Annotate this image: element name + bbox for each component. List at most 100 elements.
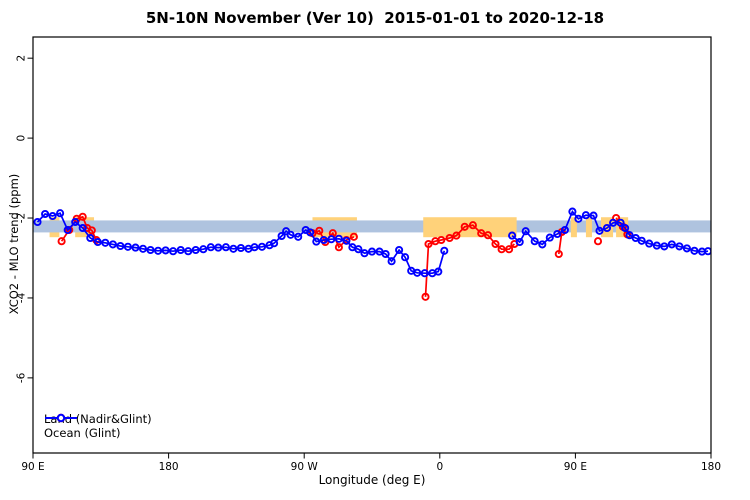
land-data-point bbox=[315, 226, 324, 235]
legend-label-ocean: Ocean (Glint) bbox=[44, 426, 121, 440]
ocean-data-point bbox=[257, 242, 267, 251]
y-tick-label: -4 bbox=[16, 292, 28, 303]
ocean-data-point bbox=[667, 240, 676, 249]
ocean-data-point bbox=[270, 239, 279, 248]
ocean-data-point bbox=[138, 244, 148, 253]
ocean-data-point bbox=[33, 217, 42, 227]
ocean-data-point bbox=[354, 245, 363, 254]
ocean-data-point bbox=[199, 245, 208, 254]
ocean-data-point bbox=[545, 233, 554, 242]
ocean-data-point bbox=[440, 246, 449, 255]
ocean-data-point bbox=[334, 234, 343, 243]
ocean-data-point bbox=[56, 209, 65, 218]
ocean-data-point bbox=[581, 211, 590, 220]
ocean-data-point bbox=[86, 233, 95, 243]
ocean-data-point bbox=[93, 237, 102, 247]
ocean-data-point bbox=[184, 247, 193, 256]
ocean-data-point bbox=[568, 207, 577, 216]
land-sigma-band bbox=[570, 217, 577, 238]
ocean-data-point bbox=[41, 209, 50, 219]
land-data-point bbox=[424, 239, 433, 249]
ocean-data-point bbox=[637, 236, 646, 245]
ocean-data-point bbox=[660, 242, 669, 251]
ocean-data-point bbox=[108, 240, 117, 249]
ocean-data-point bbox=[515, 237, 524, 247]
ocean-data-point bbox=[286, 230, 295, 239]
ocean-data-point bbox=[401, 253, 410, 262]
x-tick-label: 0 bbox=[436, 461, 443, 473]
ocean-data-point bbox=[395, 245, 404, 255]
ocean-data-point bbox=[294, 232, 303, 241]
land-data-point bbox=[460, 222, 469, 231]
ocean-data-point bbox=[508, 231, 517, 240]
ocean-data-point bbox=[602, 223, 612, 233]
land-data-point bbox=[554, 249, 563, 259]
ocean-data-point bbox=[277, 231, 286, 241]
ocean-data-point bbox=[595, 226, 604, 235]
ocean-data-point bbox=[78, 223, 87, 233]
y-tick-label: 2 bbox=[16, 55, 28, 62]
ocean-data-point bbox=[703, 247, 711, 256]
ocean-data-point bbox=[312, 237, 321, 246]
ocean-data-point bbox=[387, 257, 396, 266]
x-tick-label: 90 W bbox=[291, 461, 319, 473]
ocean-data-point bbox=[652, 241, 661, 250]
ocean-data-point bbox=[538, 240, 547, 249]
ocean-data-point bbox=[169, 247, 178, 256]
ocean-data-point bbox=[645, 239, 654, 248]
land-data-point bbox=[445, 233, 454, 243]
ocean-data-point bbox=[420, 269, 429, 278]
ocean-data-point bbox=[319, 235, 328, 245]
ocean-data-point bbox=[146, 245, 155, 255]
ocean-data-point bbox=[123, 242, 132, 251]
ocean-data-point bbox=[206, 243, 215, 252]
ocean-data-point bbox=[236, 243, 245, 253]
y-tick-label: 0 bbox=[16, 135, 28, 142]
ocean-data-point bbox=[530, 237, 539, 246]
ocean-data-point bbox=[609, 218, 618, 227]
ocean-data-point bbox=[434, 267, 443, 276]
land-data-point bbox=[483, 231, 493, 240]
ocean-data-point bbox=[413, 268, 422, 277]
land-data-point bbox=[421, 292, 430, 301]
ocean-data-point bbox=[690, 246, 699, 255]
ocean-data-point bbox=[221, 243, 230, 252]
ocean-data-point bbox=[214, 243, 223, 252]
ocean-data-point bbox=[161, 246, 170, 255]
land-data-point bbox=[57, 237, 66, 246]
y-tick-label: -2 bbox=[16, 213, 28, 223]
legend-row-ocean: Ocean (Glint) bbox=[44, 413, 152, 440]
ocean-data-point bbox=[71, 217, 80, 227]
y-tick-label: -6 bbox=[16, 372, 28, 383]
ocean-data-point bbox=[48, 211, 57, 221]
land-data-point bbox=[468, 221, 477, 230]
land-data-point bbox=[78, 212, 87, 221]
land-data-point bbox=[505, 245, 514, 254]
land-data-point bbox=[87, 226, 96, 235]
ocean-series-marker-icon bbox=[45, 413, 77, 423]
ocean-data-point bbox=[101, 238, 110, 247]
ocean-data-point bbox=[250, 243, 259, 252]
land-data-point bbox=[593, 237, 603, 246]
ocean-data-point bbox=[327, 235, 336, 244]
ocean-data-point bbox=[381, 249, 390, 259]
ocean-data-point bbox=[625, 231, 634, 240]
x-tick-label: 90 E bbox=[21, 461, 44, 473]
ocean-sigma-band bbox=[33, 220, 711, 233]
land-series bbox=[57, 212, 632, 301]
ocean-data-point bbox=[589, 211, 598, 220]
land-data-point bbox=[491, 239, 500, 249]
ocean-data-point bbox=[176, 245, 185, 255]
x-axis-label: Longitude (deg E) bbox=[318, 473, 426, 487]
ocean-series bbox=[33, 207, 711, 278]
legend: Land (Nadir&Glint) Ocean (Glint) bbox=[44, 412, 152, 440]
x-tick-label: 180 bbox=[701, 461, 721, 473]
land-data-point bbox=[349, 232, 358, 241]
x-tick-label: 90 E bbox=[564, 461, 587, 473]
land-data-point bbox=[437, 235, 446, 245]
ocean-data-point bbox=[191, 245, 200, 255]
ocean-data-point bbox=[675, 242, 684, 251]
ocean-data-point bbox=[131, 243, 140, 252]
land-data-point bbox=[334, 243, 343, 252]
